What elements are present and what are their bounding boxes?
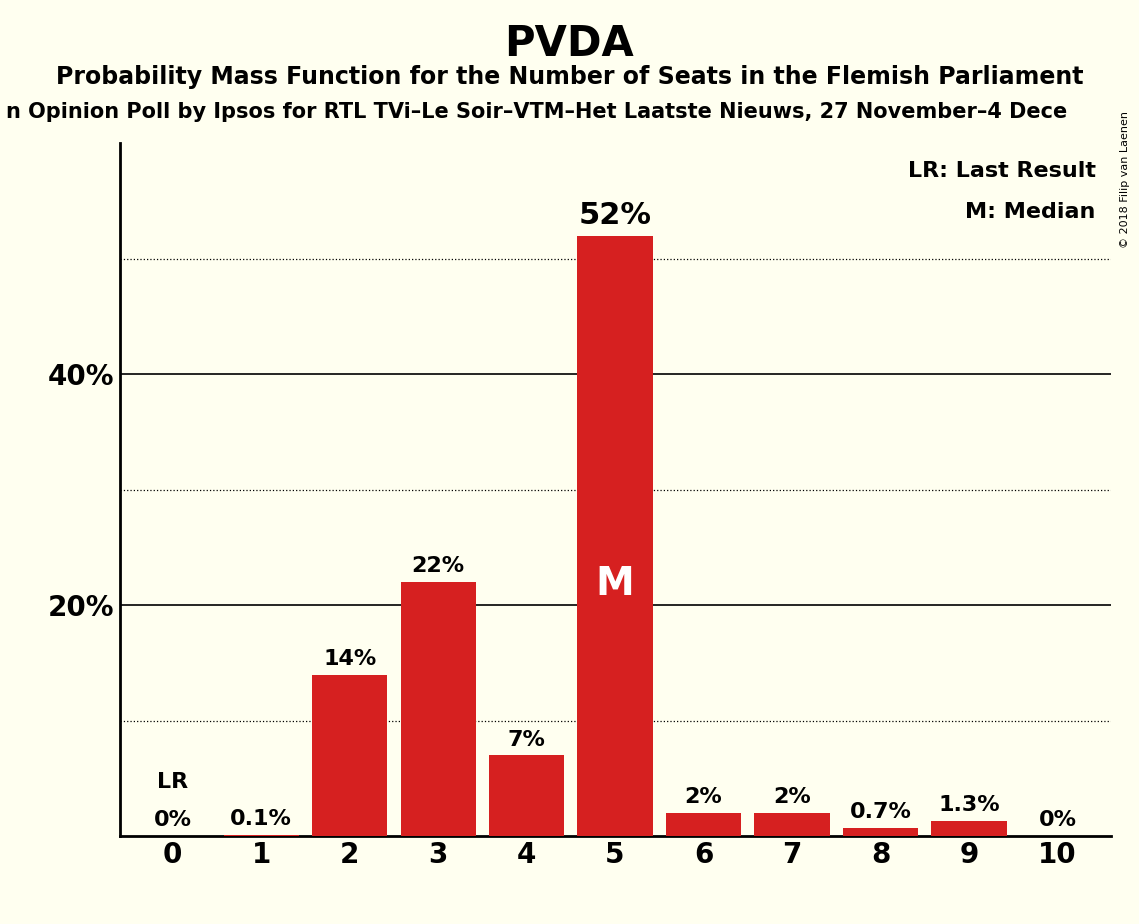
Text: PVDA: PVDA [505, 23, 634, 65]
Text: 7%: 7% [508, 730, 546, 749]
Text: 1.3%: 1.3% [939, 796, 1000, 816]
Bar [401, 582, 476, 836]
Text: 14%: 14% [323, 649, 376, 669]
Text: n Opinion Poll by Ipsos for RTL TVi–Le Soir–VTM–Het Laatste Nieuws, 27 November–: n Opinion Poll by Ipsos for RTL TVi–Le S… [6, 102, 1067, 122]
Text: 0.1%: 0.1% [230, 809, 292, 830]
Bar [754, 813, 829, 836]
Text: 22%: 22% [411, 556, 465, 577]
Text: M: M [596, 565, 634, 603]
Text: Probability Mass Function for the Number of Seats in the Flemish Parliament: Probability Mass Function for the Number… [56, 65, 1083, 89]
Bar [489, 756, 564, 836]
Text: 2%: 2% [773, 787, 811, 808]
Text: 0%: 0% [154, 810, 191, 831]
Text: 0.7%: 0.7% [850, 802, 911, 822]
Text: LR: Last Result: LR: Last Result [908, 161, 1096, 180]
Bar [666, 813, 741, 836]
Text: 2%: 2% [685, 787, 722, 808]
Bar [312, 675, 387, 836]
Text: 0%: 0% [1039, 810, 1076, 831]
Bar [843, 828, 918, 836]
Text: 52%: 52% [579, 201, 652, 230]
Text: M: Median: M: Median [965, 202, 1096, 222]
Text: © 2018 Filip van Laenen: © 2018 Filip van Laenen [1120, 111, 1130, 248]
Bar [223, 835, 298, 836]
Text: LR: LR [157, 772, 188, 793]
Bar [932, 821, 1007, 836]
Bar [577, 236, 653, 836]
